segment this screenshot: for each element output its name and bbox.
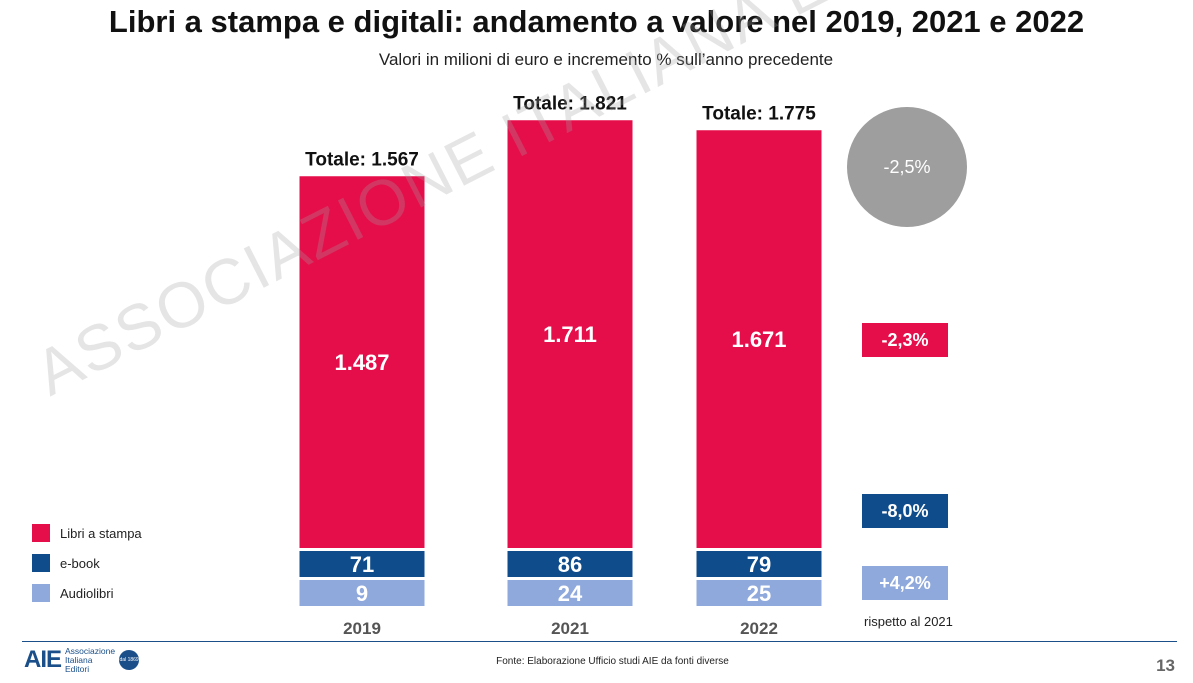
legend-item-libri-a-stampa: Libri a stampa [32,518,142,548]
legend-label: e-book [60,555,100,571]
change-audiolibri-label: +4,2% [879,572,931,593]
change-libri-a-stampa-label: -2,3% [881,329,929,350]
data-label: 1.711 [543,322,597,347]
total-label: Totale: 1.567 [305,149,419,170]
total-label: Totale: 1.821 [513,93,627,114]
data-label: 71 [350,552,374,577]
data-label: 24 [558,581,583,606]
chart-title: Libri a stampa e digitali: andamento a v… [108,4,1085,39]
data-label: 9 [356,581,368,606]
chart-subtitle: Valori in milioni di euro e incremento %… [378,50,834,69]
total-label: Totale: 1.775 [702,103,816,124]
logo-line: Italiana [65,654,93,665]
change-audiolibri: +4,2% [862,566,948,600]
bar-segment-audiolibri-2019 [299,580,425,606]
logo-mark: AIE [24,646,62,673]
legend-label: Audiolibri [60,585,114,601]
bar-segment-audiolibri-2022 [696,580,822,606]
total-change-circle: -2,5% [847,107,967,227]
data-label: 1.671 [731,327,786,352]
legend-swatch [32,584,50,602]
chart-legend: Libri a stampa e-book Audiolibri [32,518,142,608]
bar-segment-libri-a-stampa-2019 [299,176,425,548]
data-label: 79 [747,552,771,577]
data-label: 25 [747,581,771,606]
bar-segment-e-book-2022 [696,551,822,577]
logo-line: Associazione [65,645,116,656]
legend-item-ebook: e-book [32,548,142,578]
change-ebook: -8,0% [862,494,948,528]
bar-segment-libri-a-stampa-2022 [696,130,822,548]
bar-segment-e-book-2019 [299,551,425,577]
footer-divider [22,641,1177,642]
x-tick-label: 2021 [551,619,589,638]
logo-text: Associazione Italiana Editori [65,645,116,674]
change-ebook-label: -8,0% [881,500,929,521]
legend-swatch [32,554,50,572]
legend-label: Libri a stampa [60,525,142,541]
x-tick-label: 2022 [740,619,778,638]
legend-item-audiolibri: Audiolibri [32,578,142,608]
page-number: 13 [1156,656,1175,675]
bar-segment-e-book-2021 [507,551,633,577]
logo-line: Editori [65,663,90,674]
data-label: 1.487 [334,350,389,375]
total-change-label: -2,5% [883,156,931,177]
aie-logo: AIE Associazione Italiana Editori dal 18… [24,645,140,674]
logo-badge: dal 1869 [119,650,140,670]
bar-segment-libri-a-stampa-2021 [507,120,633,548]
source-note: Fonte: Elaborazione Ufficio studi AIE da… [496,656,729,667]
legend-swatch [32,524,50,542]
bar-segment-audiolibri-2021 [507,580,633,606]
data-label: 86 [558,552,582,577]
x-tick-label: 2019 [343,619,381,638]
change-libri-a-stampa: -2,3% [862,323,948,357]
comparison-note: rispetto al 2021 [864,614,953,629]
